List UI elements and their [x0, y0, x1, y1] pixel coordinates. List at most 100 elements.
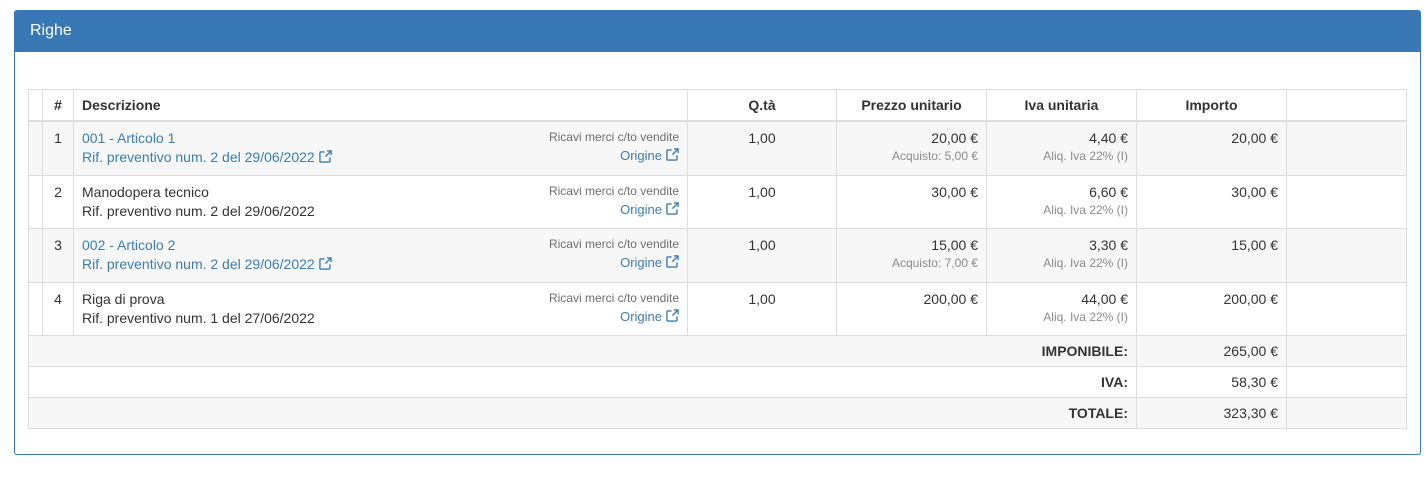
origin-link-label: Origine	[620, 309, 662, 324]
total-row-iva: IVA: 58,30 €	[28, 366, 1407, 398]
total-row-imponibile: IMPONIBILE: 265,00 €	[28, 335, 1407, 367]
row-title: Riga di prova	[82, 291, 165, 307]
total-value: 265,00 €	[1136, 335, 1287, 367]
actions-cell	[1286, 282, 1407, 336]
total-label: IMPONIBILE:	[28, 335, 1137, 367]
ref-link-label: Rif. preventivo num. 2 del 29/06/2022	[82, 149, 315, 165]
actions-cell	[1286, 335, 1407, 367]
row-number: 4	[42, 282, 74, 336]
row-description-cell: Manodopera tecnico Rif. preventivo num. …	[73, 175, 688, 229]
total-label: TOTALE:	[28, 397, 1137, 429]
header-actions	[1286, 89, 1407, 122]
vat-rate-label: Aliq. Iva 22% (I)	[1043, 310, 1128, 324]
purchase-price-label: Acquisto: 5,00 €	[891, 149, 978, 163]
actions-cell	[1286, 397, 1407, 429]
unit-price-cell: 200,00 €	[836, 282, 987, 336]
row-number: 2	[42, 175, 74, 229]
row-number: 1	[42, 120, 74, 176]
unit-vat-value: 4,40 €	[1089, 130, 1128, 146]
external-link-icon	[666, 254, 679, 273]
ref-label: Rif. preventivo num. 2 del 29/06/2022	[82, 203, 315, 219]
row-description-cell: 001 - Articolo 1 Rif. preventivo num. 2 …	[73, 120, 688, 176]
panel-title: Righe	[30, 22, 72, 39]
unit-vat-cell: 3,30 € Aliq. Iva 22% (I)	[986, 228, 1137, 283]
unit-vat-cell: 6,60 € Aliq. Iva 22% (I)	[986, 175, 1137, 229]
row-spacer	[28, 120, 43, 176]
row-number: 3	[42, 228, 74, 283]
qty-cell: 1,00	[687, 175, 837, 229]
unit-vat-cell: 44,00 € Aliq. Iva 22% (I)	[986, 282, 1137, 336]
ref-link[interactable]: Rif. preventivo num. 2 del 29/06/2022	[82, 256, 332, 272]
total-label: IVA:	[28, 366, 1137, 398]
righe-table: # Descrizione Q.tà Prezzo unitario Iva u…	[28, 89, 1407, 429]
origin-link-label: Origine	[620, 255, 662, 270]
table-row: 4 Riga di prova Rif. preventivo num. 1 d…	[28, 282, 1407, 336]
origin-link[interactable]: Origine	[620, 255, 679, 270]
header-importo: Importo	[1136, 89, 1287, 122]
amount-cell: 30,00 €	[1136, 175, 1287, 229]
header-descrizione: Descrizione	[73, 89, 688, 122]
purchase-price-label: Acquisto: 7,00 €	[891, 256, 978, 270]
actions-cell	[1286, 120, 1407, 176]
external-link-icon	[318, 149, 332, 168]
unit-vat-value: 6,60 €	[1089, 184, 1128, 200]
total-value: 323,30 €	[1136, 397, 1287, 429]
row-spacer	[28, 175, 43, 229]
account-label: Ricavi merci c/to vendite	[548, 291, 679, 305]
table-header-row: # Descrizione Q.tà Prezzo unitario Iva u…	[28, 89, 1407, 122]
origin-link[interactable]: Origine	[620, 202, 679, 217]
amount-cell: 200,00 €	[1136, 282, 1287, 336]
total-row-totale: TOTALE: 323,30 €	[28, 397, 1407, 429]
vat-rate-label: Aliq. Iva 22% (I)	[1043, 256, 1128, 270]
vat-rate-label: Aliq. Iva 22% (I)	[1043, 203, 1128, 217]
unit-vat-value: 3,30 €	[1089, 237, 1128, 253]
unit-vat-value: 44,00 €	[1081, 291, 1128, 307]
panel-body: # Descrizione Q.tà Prezzo unitario Iva u…	[14, 52, 1421, 455]
external-link-icon	[666, 308, 679, 327]
actions-cell	[1286, 228, 1407, 283]
table-row: 1 001 - Articolo 1 Rif. preventivo num. …	[28, 120, 1407, 176]
row-description-cell: 002 - Articolo 2 Rif. preventivo num. 2 …	[73, 228, 688, 283]
righe-panel: Righe # Descrizione Q.tà Prezzo unitario…	[14, 10, 1421, 455]
account-label: Ricavi merci c/to vendite	[548, 184, 679, 198]
table-row: 2 Manodopera tecnico Rif. preventivo num…	[28, 175, 1407, 229]
account-label: Ricavi merci c/to vendite	[548, 237, 679, 251]
qty-cell: 1,00	[687, 120, 837, 176]
article-link[interactable]: 002 - Articolo 2	[82, 237, 176, 253]
header-qta: Q.tà	[687, 89, 837, 122]
unit-price-cell: 20,00 € Acquisto: 5,00 €	[836, 120, 987, 176]
external-link-icon	[666, 201, 679, 220]
header-iva-unitaria: Iva unitaria	[986, 89, 1137, 122]
ref-label: Rif. preventivo num. 1 del 27/06/2022	[82, 310, 315, 326]
header-prezzo-unitario: Prezzo unitario	[836, 89, 987, 122]
total-value: 58,30 €	[1136, 366, 1287, 398]
unit-price-cell: 30,00 €	[836, 175, 987, 229]
row-spacer	[28, 282, 43, 336]
actions-cell	[1286, 175, 1407, 229]
ref-link[interactable]: Rif. preventivo num. 2 del 29/06/2022	[82, 149, 332, 165]
table-row: 3 002 - Articolo 2 Rif. preventivo num. …	[28, 228, 1407, 283]
row-title: Manodopera tecnico	[82, 184, 209, 200]
header-spacer	[28, 89, 43, 122]
origin-link-label: Origine	[620, 202, 662, 217]
origin-link[interactable]: Origine	[620, 309, 679, 324]
external-link-icon	[318, 256, 332, 275]
header-num: #	[42, 89, 74, 122]
unit-price-value: 15,00 €	[931, 237, 978, 253]
actions-cell	[1286, 366, 1407, 398]
qty-cell: 1,00	[687, 228, 837, 283]
amount-cell: 20,00 €	[1136, 120, 1287, 176]
row-description-cell: Riga di prova Rif. preventivo num. 1 del…	[73, 282, 688, 336]
unit-price-value: 20,00 €	[931, 130, 978, 146]
unit-price-cell: 15,00 € Acquisto: 7,00 €	[836, 228, 987, 283]
account-label: Ricavi merci c/to vendite	[548, 130, 679, 144]
external-link-icon	[666, 147, 679, 166]
qty-cell: 1,00	[687, 282, 837, 336]
origin-link[interactable]: Origine	[620, 148, 679, 163]
origin-link-label: Origine	[620, 148, 662, 163]
vat-rate-label: Aliq. Iva 22% (I)	[1043, 149, 1128, 163]
article-link[interactable]: 001 - Articolo 1	[82, 130, 176, 146]
unit-vat-cell: 4,40 € Aliq. Iva 22% (I)	[986, 120, 1137, 176]
row-spacer	[28, 228, 43, 283]
panel-header: Righe	[14, 10, 1421, 52]
